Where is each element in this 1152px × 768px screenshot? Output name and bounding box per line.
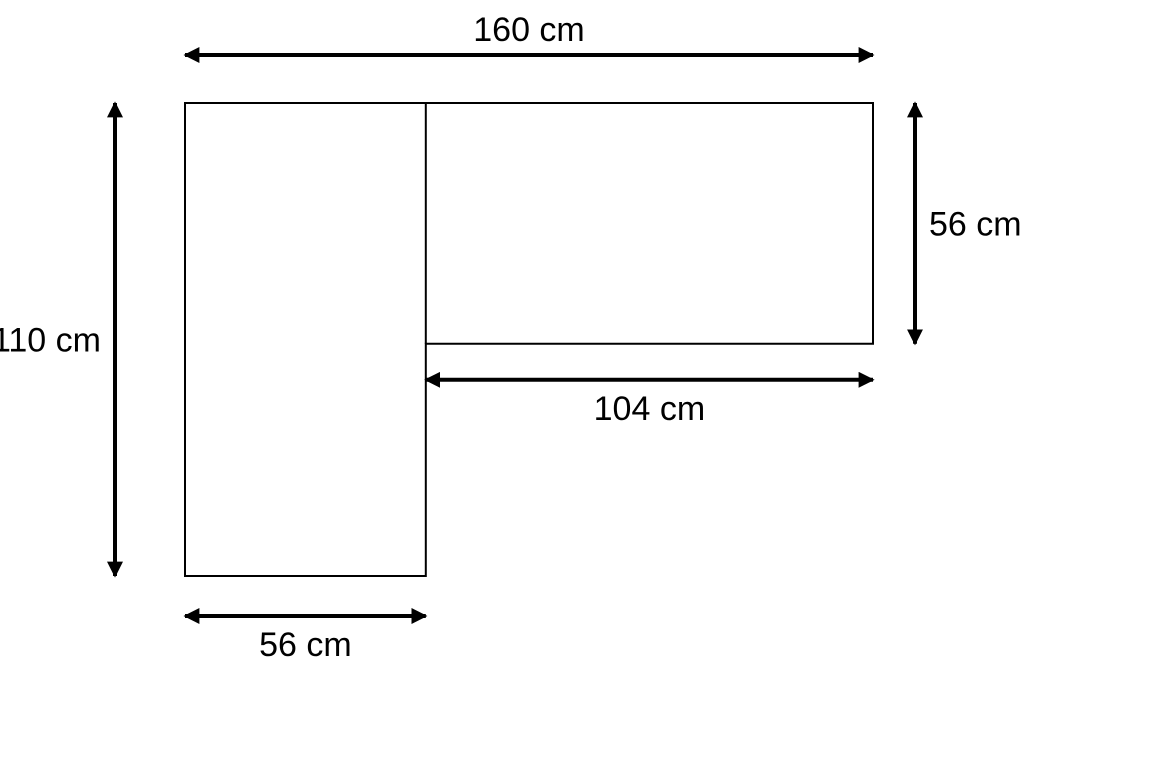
dim-bottom-56-label: 56 cm [259,626,352,664]
dim-right-56-label: 56 cm [929,205,1022,243]
dim-top-160-label: 160 cm [473,11,585,49]
dimension-diagram: 160 cm 110 cm 56 cm 104 cm 56 cm [0,0,1152,768]
l-shape-outline [185,103,873,576]
dim-inner-104-label: 104 cm [594,390,706,428]
dim-left-110-label: 110 cm [0,322,101,360]
